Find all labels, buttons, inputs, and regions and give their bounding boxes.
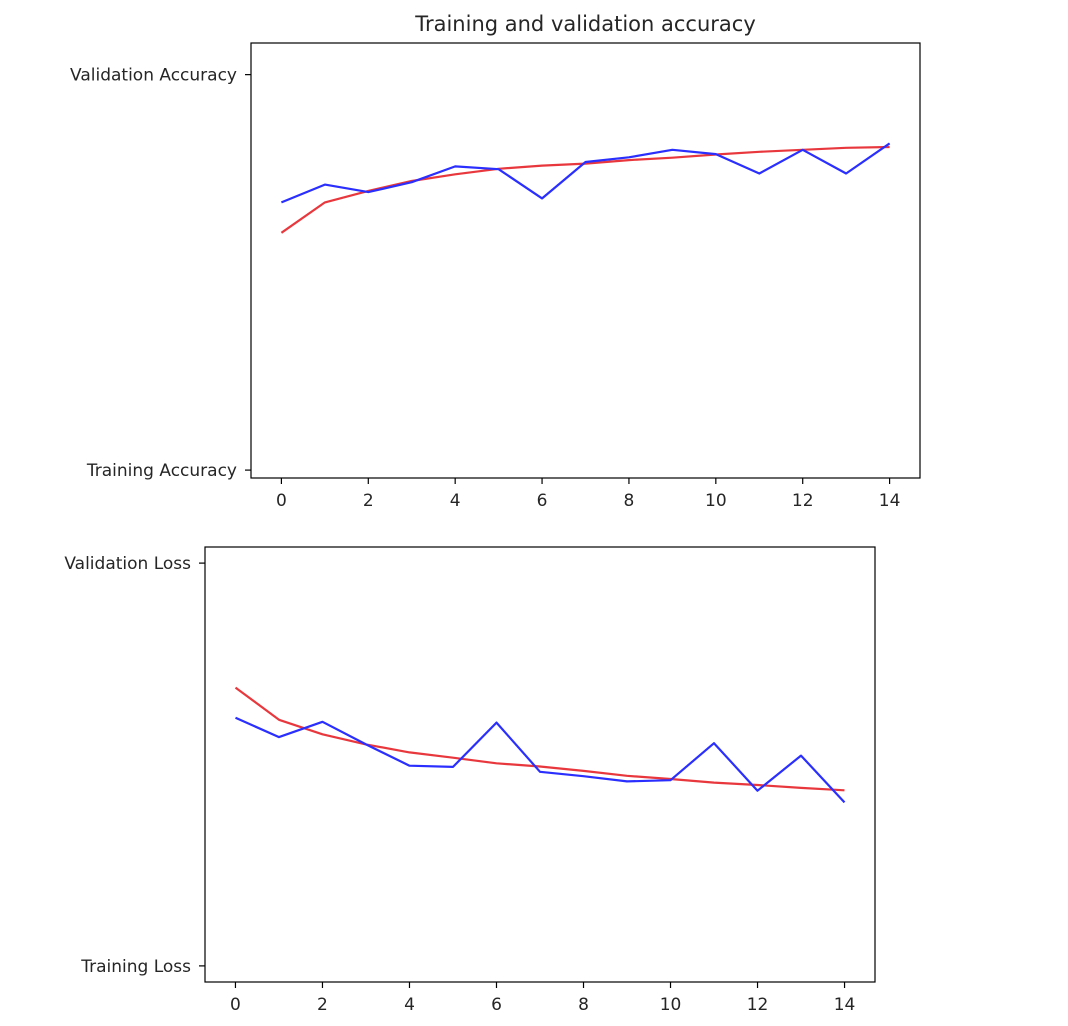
y-tick-label: Training Loss (80, 957, 191, 977)
x-tick-label: 8 (578, 995, 589, 1015)
loss-plot: 0 2 4 6 8 10 12 14 Training Loss Validation Loss (64, 546, 876, 1015)
training-series-line (234, 686, 845, 792)
x-tick-label: 0 (276, 491, 287, 511)
axes-frame (250, 42, 921, 479)
x-tick-label: 14 (834, 995, 856, 1015)
x-tick-label: 4 (450, 491, 461, 511)
x-tick-label: 10 (705, 491, 727, 511)
validation-series-line (235, 716, 846, 804)
x-tick-label: 6 (491, 995, 502, 1015)
y-tick-label: Validation Loss (64, 554, 191, 574)
x-tick-label: 14 (879, 491, 901, 511)
validation-series-line (280, 142, 891, 204)
axes-frame (204, 546, 876, 983)
y-tick-label: Validation Accuracy (70, 66, 237, 86)
x-tick-label: 6 (537, 491, 548, 511)
x-tick-label: 10 (660, 995, 682, 1015)
x-tick-label: 12 (792, 491, 814, 511)
y-tick-label: Training Accuracy (86, 461, 237, 481)
x-tick-label: 12 (747, 995, 769, 1015)
x-tick-label: 2 (317, 995, 328, 1015)
chart-title: Training and validation accuracy (414, 12, 756, 36)
training-series-line (280, 145, 890, 234)
x-tick-label: 8 (624, 491, 635, 511)
x-tick-label: 4 (404, 995, 415, 1015)
x-tick-label: 0 (230, 995, 241, 1015)
accuracy-plot: Training and validation accuracy 0 2 4 6 8 10 1… (70, 12, 921, 511)
x-tick-label: 2 (363, 491, 374, 511)
